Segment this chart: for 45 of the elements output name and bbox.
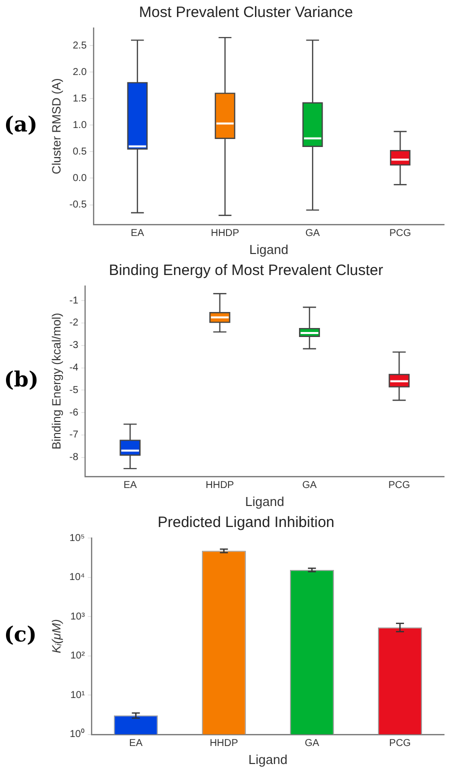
y-tick-label: 10¹	[70, 690, 86, 701]
y-tick-label: 10⁴	[69, 572, 85, 584]
y-axis-title: Kᵢ(μM)	[50, 619, 64, 654]
y-axis-title: Cluster RMSD (A)	[50, 78, 64, 174]
x-tick-label: PCG	[389, 738, 412, 750]
x-axis-title: Ligand	[245, 494, 284, 509]
chart-title: Binding Energy of Most Prevalent Cluster	[108, 262, 384, 280]
x-tick-label: HHDP	[210, 228, 240, 240]
y-tick-label: 10²	[70, 650, 86, 662]
x-tick-label: PCG	[389, 228, 412, 240]
y-tick-label: 10³	[70, 611, 86, 622]
text: (a)	[4, 112, 38, 137]
y-tick-label: -0.5	[69, 200, 88, 211]
x-axis-title: Ligand	[248, 752, 288, 767]
y-tick-label: 2.0	[72, 66, 88, 78]
y-tick-label: -2	[69, 318, 79, 329]
x-tick-label: EA	[123, 480, 138, 492]
y-tick-label: -5	[69, 384, 79, 396]
text: (c)	[4, 622, 37, 647]
y-tick-label: 0.0	[72, 172, 88, 184]
y-tick-label: 1.0	[72, 120, 88, 131]
y-tick-label: 0.5	[72, 146, 88, 158]
chart-title: Predicted Ligand Inhibition	[158, 514, 334, 532]
y-tick-label: -4	[69, 362, 79, 374]
y-tick-label: -6	[69, 407, 79, 418]
x-tick-label: PCG	[388, 480, 410, 492]
x-tick-label: GA	[304, 738, 320, 750]
x-axis-title: Ligand	[249, 242, 288, 257]
y-tick-label: -8	[69, 452, 79, 464]
x-tick-label: HHDP	[206, 480, 234, 492]
y-tick-label: 2.5	[72, 40, 88, 52]
x-tick-label: EA	[129, 738, 143, 750]
x-tick-label: HHDP	[210, 738, 238, 750]
x-tick-label: GA	[305, 228, 320, 240]
y-tick-label: 10⁵	[70, 532, 85, 544]
chart-title: Most Prevalent Cluster Variance	[139, 4, 353, 22]
y-tick-label: 1.5	[72, 93, 88, 104]
y-tick-label: -1	[69, 295, 79, 306]
x-tick-label: GA	[302, 480, 318, 492]
y-tick-label: -7	[69, 430, 79, 441]
y-axis-title: Binding Energy (kcal/mol)	[50, 312, 64, 450]
y-tick-label: -3	[69, 340, 79, 352]
y-tick-label: 10⁰	[70, 728, 85, 740]
text: (b)	[4, 366, 39, 392]
x-tick-label: EA	[130, 228, 144, 240]
